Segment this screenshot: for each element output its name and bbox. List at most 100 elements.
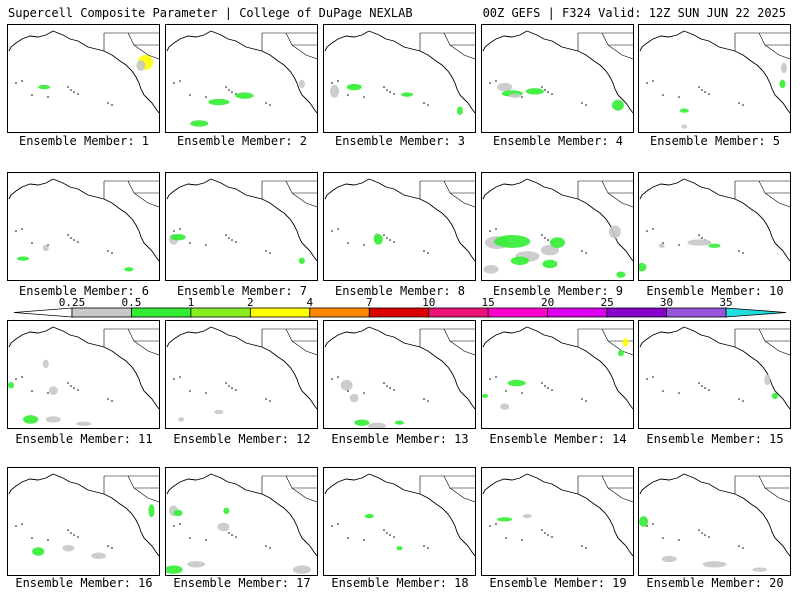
coastline (482, 473, 633, 557)
island (427, 547, 429, 549)
island (21, 80, 23, 82)
island (708, 389, 710, 391)
political-boundaries (577, 32, 633, 60)
island (547, 239, 549, 241)
coastline (639, 473, 790, 557)
island (704, 387, 706, 389)
ensemble-member-label: Ensemble Member: 8 (334, 284, 466, 298)
map-outline (482, 178, 633, 278)
scp-shading (494, 235, 531, 248)
island (269, 104, 271, 106)
coastline (8, 473, 159, 557)
island (386, 237, 388, 239)
island (541, 234, 543, 236)
scp-shading (173, 509, 183, 517)
scp-shading (45, 416, 61, 423)
island (652, 376, 654, 378)
colorbar-tick-label: 25 (600, 296, 613, 309)
political-boundaries (419, 180, 475, 208)
island (495, 228, 497, 230)
scp-shading (340, 379, 353, 391)
island (179, 376, 181, 378)
map-panel-12 (165, 320, 318, 429)
coastline (8, 30, 159, 114)
colorbar-tick-label: 20 (541, 296, 554, 309)
ensemble-member-label: Ensemble Member: 13 (331, 432, 469, 446)
scp-shading (542, 259, 558, 269)
scp-shading (91, 552, 107, 559)
map-outline (482, 326, 633, 410)
island (521, 539, 523, 541)
island (662, 94, 664, 96)
title-right: 00Z GEFS | F324 Valid: 12Z SUN JUN 22 20… (482, 6, 786, 20)
scp-shading (208, 98, 230, 106)
political-boundaries (103, 328, 159, 356)
colorbar-arrow-low (13, 307, 73, 318)
scp-shading (771, 392, 778, 400)
scp-shading (330, 84, 340, 98)
island (662, 242, 664, 244)
island (495, 376, 497, 378)
colorbar-segment (309, 307, 370, 318)
island (73, 387, 75, 389)
map-outline (166, 178, 317, 264)
map-panel-7 (165, 172, 318, 281)
scp-shading (187, 561, 206, 568)
island (67, 382, 69, 384)
colorbar-tick-label: 0.5 (122, 296, 142, 309)
island (489, 378, 491, 380)
colorbar-tick-label: 10 (422, 296, 435, 309)
scp-shading (298, 257, 305, 264)
colorbar-segment (368, 307, 430, 318)
island (393, 536, 395, 538)
map-panel-18 (323, 467, 476, 576)
scp-shading (708, 243, 721, 248)
coastline (8, 178, 159, 262)
scp-shading (658, 243, 665, 248)
political-boundaries (577, 180, 633, 208)
island (235, 389, 237, 391)
island (742, 104, 744, 106)
scp-shading (500, 403, 510, 410)
island (337, 376, 339, 378)
island (389, 534, 391, 536)
map-outline (482, 473, 633, 557)
scp-shading (681, 124, 688, 129)
map-outline (8, 178, 159, 272)
island (15, 378, 17, 380)
island (547, 387, 549, 389)
island (521, 392, 523, 394)
island (77, 93, 79, 95)
ensemble-member-label: Ensemble Member: 11 (15, 432, 153, 446)
island (363, 392, 365, 394)
scp-shading (217, 522, 230, 532)
scp-shading (178, 417, 185, 422)
scp-shading (349, 393, 359, 403)
island (331, 230, 333, 232)
map-outline (324, 30, 475, 115)
island (347, 390, 349, 392)
colorbar-segment (71, 307, 132, 318)
island (662, 390, 664, 392)
scp-shading (687, 239, 712, 246)
map-outline (482, 30, 633, 114)
ensemble-member-label: Ensemble Member: 5 (649, 134, 781, 148)
map-panel-19 (481, 467, 634, 576)
map-outline (8, 326, 159, 426)
island (652, 228, 654, 230)
island (73, 239, 75, 241)
island (70, 532, 72, 534)
island (73, 534, 75, 536)
scp-shading (639, 516, 649, 527)
map-outline (166, 473, 317, 574)
island (551, 93, 553, 95)
map-panel-16 (7, 467, 160, 576)
island (269, 400, 271, 402)
island (738, 250, 740, 252)
political-boundaries (419, 32, 475, 60)
coastline (8, 326, 159, 410)
coastline (324, 178, 475, 262)
island (265, 545, 267, 547)
political-boundaries (734, 32, 790, 60)
island (489, 230, 491, 232)
